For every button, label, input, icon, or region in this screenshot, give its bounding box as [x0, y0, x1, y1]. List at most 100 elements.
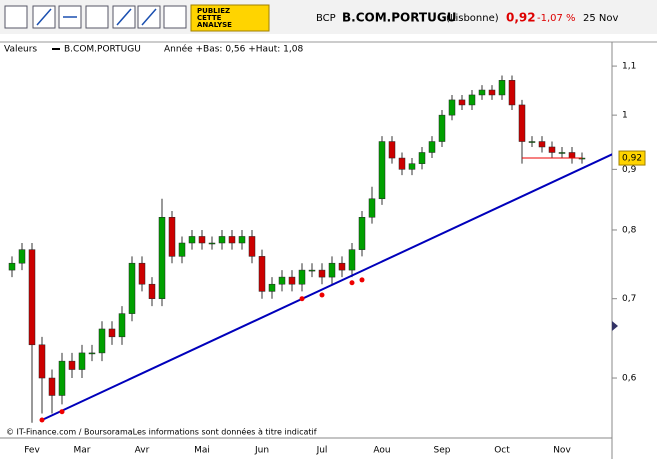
candle-body — [18, 249, 26, 264]
candle-body — [358, 217, 366, 250]
candle-body — [338, 262, 346, 271]
candle-body — [458, 99, 466, 106]
candle-body — [318, 269, 326, 278]
candle-body — [288, 276, 296, 285]
candle-body — [418, 152, 426, 164]
delete-tool[interactable] — [163, 5, 187, 29]
candle-body — [278, 276, 286, 285]
x-tick-label: Aou — [373, 446, 390, 456]
y-tick-label: 0,7 — [622, 294, 636, 304]
candle-body — [218, 236, 226, 244]
candle-body — [488, 89, 496, 96]
candle-body — [568, 152, 576, 159]
candle-body — [28, 249, 36, 346]
candle-body — [398, 157, 406, 170]
touch-point — [349, 280, 355, 286]
x-tick-label: Oct — [494, 446, 510, 456]
candle-body — [228, 236, 236, 244]
zoom-tool[interactable] — [4, 5, 28, 29]
market: (Lisbonne) — [446, 13, 499, 24]
trendline — [41, 153, 612, 421]
candle-body — [188, 236, 196, 244]
price: 0,92 — [506, 11, 536, 25]
candle-body — [248, 236, 256, 257]
candle-body — [268, 283, 276, 292]
x-tick-label: Sep — [434, 446, 451, 456]
candle-body — [68, 360, 76, 370]
candle-body — [308, 269, 316, 272]
candle-body — [348, 249, 356, 271]
candle-body — [198, 236, 206, 244]
candle-body — [168, 217, 176, 257]
touch-point — [59, 409, 65, 415]
candle-body — [128, 262, 136, 314]
candle-body — [468, 94, 476, 106]
touch-point — [319, 292, 325, 298]
candle-body — [38, 344, 46, 379]
candle-body — [178, 242, 186, 257]
candle-body — [108, 328, 116, 338]
candle-body — [478, 89, 486, 96]
touch-point — [299, 296, 305, 302]
y-tick-label: 1 — [622, 111, 628, 121]
x-tick-label: Mar — [74, 446, 91, 456]
candle-body — [438, 114, 446, 142]
legend-series: B.COM.PORTUGU — [64, 45, 141, 55]
x-tick-label: Nov — [553, 446, 571, 456]
candle-body — [498, 80, 506, 96]
change: -1,07 % — [537, 13, 576, 24]
candle-body — [118, 313, 126, 338]
x-tick-label: Avr — [135, 446, 150, 456]
candle-body — [538, 141, 546, 148]
legend-swatch — [52, 48, 60, 50]
candle-body — [88, 352, 96, 355]
icon-strokes — [36, 8, 157, 26]
candle-body — [8, 262, 16, 271]
candle-body — [238, 236, 246, 244]
publish-text: PUBLIEZ — [197, 7, 230, 15]
x-tick-label: Fev — [24, 446, 40, 456]
candle-body — [378, 141, 386, 200]
candle-body — [138, 262, 146, 285]
candle-body — [328, 262, 336, 278]
toolbar-icons — [4, 5, 187, 29]
candle-body — [298, 269, 306, 285]
candle-body — [158, 217, 166, 299]
candle-body — [448, 99, 456, 116]
candle-body — [388, 141, 396, 159]
candle-body — [98, 328, 106, 354]
x-tick-label: Mai — [194, 446, 210, 456]
candle-body — [428, 141, 436, 153]
candle-body — [78, 352, 86, 370]
candle-body — [208, 242, 216, 245]
publish-text: ANALYSE — [197, 21, 232, 29]
x-tick-label: Jul — [316, 446, 328, 456]
y-tick-label: 1,1 — [622, 62, 636, 72]
candle-body — [558, 152, 566, 154]
candle-body — [58, 360, 66, 396]
candle-body — [258, 256, 266, 292]
touch-point — [39, 417, 45, 423]
stock-name: B.COM.PORTUGU — [342, 11, 456, 25]
candle-body — [48, 377, 56, 396]
candle-body — [528, 141, 536, 143]
candle-body — [508, 80, 516, 106]
publish-text: CETTE — [197, 14, 222, 22]
candle-body — [148, 283, 156, 299]
symbol: BCP — [316, 13, 336, 24]
y-tick-label: 0,8 — [622, 225, 637, 235]
y-tick-label: 0,9 — [622, 165, 637, 175]
last-price-box — [618, 150, 646, 166]
plot — [8, 75, 612, 423]
y-tick-label: 0,6 — [622, 374, 637, 384]
x-tick-label: Jun — [254, 446, 269, 456]
fib-tool[interactable] — [85, 5, 109, 29]
candle-body — [548, 146, 556, 153]
legend-stats: Année +Bas: 0,56 +Haut: 1,08 — [164, 44, 303, 55]
publish-button[interactable] — [190, 4, 270, 32]
scroll-arrow[interactable] — [612, 321, 618, 331]
toolbar — [0, 0, 657, 34]
candle-body — [368, 198, 376, 218]
